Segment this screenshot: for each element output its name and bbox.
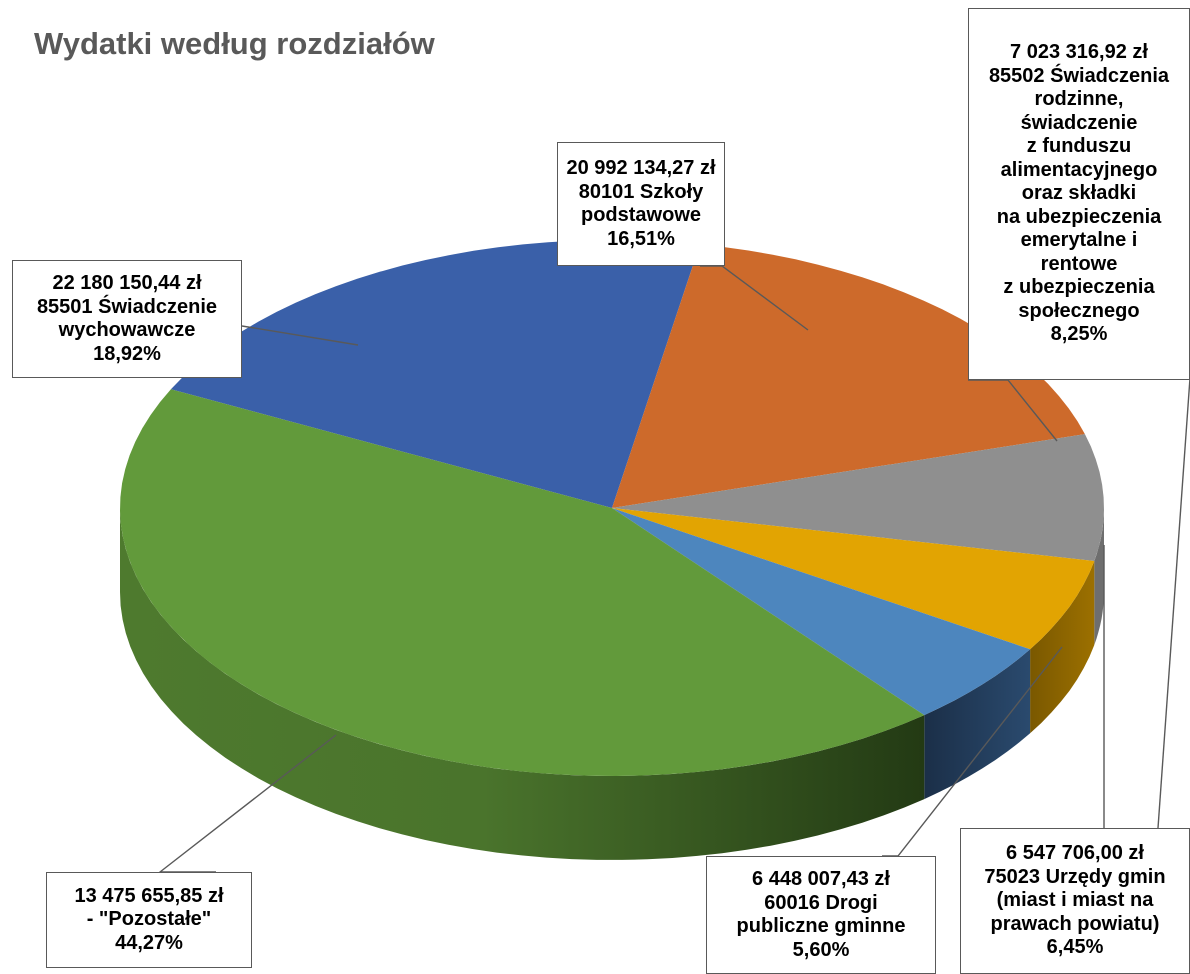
data-label-swiadczenie-wychowawcze: 22 180 150,44 zł 85501 Świadczenie wychowa… <box>12 260 242 378</box>
label-line: społecznego <box>1018 299 1140 322</box>
label-line: 6 448 007,43 zł <box>752 868 890 890</box>
leader-line-extra <box>1157 377 1190 829</box>
label-line: 20 992 134,27 zł <box>566 157 716 179</box>
pie-slice-side-4 <box>1030 561 1095 734</box>
pie-slice-side-6 <box>120 508 925 860</box>
label-line: 85502 Świadczenia <box>988 64 1170 87</box>
pie-tops <box>120 240 1104 776</box>
leader-line-1 <box>241 325 359 346</box>
label-line: publiczne gminne <box>736 915 906 937</box>
pie-slice-3 <box>612 434 1104 561</box>
data-label-pozostale: 13 475 655,85 zł - "Pozostałe" 44,27% <box>46 872 252 968</box>
label-line: (miast i miast na <box>996 889 1154 912</box>
chart-title: Wydatki według rozdziałów <box>34 26 435 61</box>
label-line: podstawowe <box>580 204 701 226</box>
label-line: z funduszu <box>1026 135 1132 158</box>
label-line: rodzinne, <box>1034 88 1124 111</box>
leader-line-2 <box>700 265 809 331</box>
label-line: prawach powiatu) <box>990 912 1160 935</box>
pie-slice-5 <box>612 508 1031 716</box>
leader-line-3 <box>968 379 1058 442</box>
data-label-swiadczenia-rodzinne: 7 023 316,92 zł 85502 Świadczenia rodzinne… <box>968 8 1190 380</box>
pie-slice-6 <box>120 389 925 776</box>
label-line: alimentacyjnego <box>1000 158 1158 181</box>
label-line: emerytalne i <box>1020 229 1138 252</box>
label-line: 6 547 706,00 zł <box>1006 842 1144 865</box>
label-line: świadczenie <box>1020 111 1138 134</box>
label-line: 6,45% <box>1046 936 1104 959</box>
label-line: - "Pozostałe" <box>86 908 212 931</box>
data-label-urzedy-gmin: 6 547 706,00 zł 75023 Urzędy gmin (miast i… <box>960 828 1190 974</box>
label-line: wychowawcze <box>58 319 196 341</box>
label-line: rentowe <box>1040 252 1118 275</box>
label-line: oraz składki <box>1021 182 1137 205</box>
label-line: 13 475 655,85 zł <box>74 884 224 907</box>
label-line: 8,25% <box>1050 323 1108 346</box>
label-line: 60016 Drogi <box>764 891 878 914</box>
label-line: z ubezpieczenia <box>1003 276 1155 299</box>
label-line: 22 180 150,44 zł <box>52 272 202 294</box>
pie-slice-2 <box>612 244 1085 509</box>
label-line: 18,92% <box>93 342 161 365</box>
pie-sides <box>120 508 1104 860</box>
label-line: 5,60% <box>792 938 850 961</box>
pie-slice-4 <box>612 508 1095 650</box>
data-label-drogi-publiczne: 6 448 007,43 zł 60016 Drogi publiczne gmin… <box>706 856 936 974</box>
label-line: 85501 Świadczenie <box>36 295 218 318</box>
pie-slice-1 <box>170 240 700 508</box>
data-label-szkoly-podstawowe: 20 992 134,27 zł 80101 Szkoły podstawowe 16… <box>557 142 725 266</box>
label-line: na ubezpieczenia <box>996 205 1162 228</box>
label-line: 7 023 316,92 zł <box>1010 41 1148 64</box>
label-line: 75023 Urzędy gmin <box>984 865 1166 888</box>
label-line: 80101 Szkoły <box>578 180 704 203</box>
label-line: 16,51% <box>607 227 675 250</box>
pie-slice-side-5 <box>924 649 1031 800</box>
pie-slice-side-3 <box>1094 508 1104 645</box>
label-line: 44,27% <box>115 931 183 954</box>
